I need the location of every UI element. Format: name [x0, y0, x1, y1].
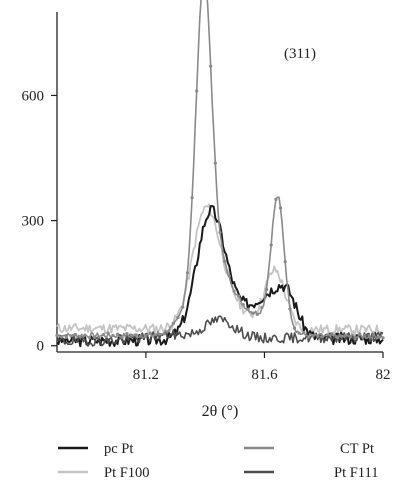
series-point — [171, 321, 176, 325]
legend-label: CT Pt — [340, 441, 374, 457]
y-tick-label: 300 — [22, 214, 45, 230]
series-point — [344, 333, 348, 337]
series-point — [367, 334, 371, 338]
series-point — [316, 334, 320, 338]
series-point — [120, 336, 124, 340]
series-point — [162, 332, 166, 336]
series-point — [372, 332, 376, 336]
legend-label: Pt F100 — [104, 465, 150, 481]
series-point — [264, 287, 269, 291]
series-point — [241, 302, 245, 307]
legend-item-pc-pt: pc Pt — [58, 441, 133, 457]
series-point — [69, 334, 73, 338]
series-point — [311, 334, 315, 338]
series-point — [339, 334, 343, 338]
series-point — [78, 335, 82, 339]
series-point — [278, 206, 283, 210]
legend-item-ct-pt: CT Pt — [244, 441, 374, 457]
series-point — [237, 294, 241, 298]
series-point — [358, 332, 362, 336]
series-point — [106, 331, 110, 335]
series-point — [297, 331, 301, 335]
series-point — [306, 335, 311, 339]
series-point — [320, 335, 325, 339]
legend-label: Pt F111 — [334, 465, 378, 481]
series-point — [74, 332, 78, 337]
series-point — [60, 335, 64, 339]
series-point — [176, 315, 180, 320]
series-point — [260, 305, 264, 310]
series-point — [330, 332, 334, 336]
series-point — [148, 331, 152, 335]
series-point — [269, 243, 273, 247]
series-point — [143, 334, 148, 338]
series-point — [83, 333, 87, 337]
series-point — [283, 260, 287, 264]
x-tick-label: 82 — [376, 367, 391, 383]
y-tick-label: 600 — [22, 88, 45, 104]
series-point — [115, 332, 120, 336]
series-point — [232, 289, 236, 293]
series-point — [97, 335, 101, 339]
series-point — [362, 334, 366, 338]
series-point — [353, 337, 357, 341]
series-point — [334, 335, 339, 339]
series-point — [195, 89, 199, 93]
series-point — [274, 197, 278, 202]
series-point — [381, 336, 385, 340]
legend-label: pc Pt — [104, 441, 133, 457]
series-point — [190, 196, 194, 200]
series-point — [348, 335, 352, 339]
series-point — [218, 230, 222, 235]
series-point — [292, 326, 297, 330]
series-point — [88, 336, 92, 340]
series-point — [153, 333, 157, 337]
series-point — [92, 335, 96, 339]
series-point — [139, 334, 143, 338]
series-point — [255, 312, 259, 316]
series-point — [376, 335, 380, 339]
x-tick-label: 81.6 — [251, 367, 278, 383]
plot-area: 81.2 81.6 82 0 300 600 (311) — [22, 0, 391, 383]
series-point — [246, 307, 250, 311]
peak-annotation: (311) — [284, 46, 316, 62]
legend: pc Pt CT Pt Pt F100 Pt F111 — [58, 441, 378, 481]
series-point — [157, 332, 162, 336]
series-point — [134, 333, 138, 337]
series-point — [181, 305, 185, 309]
series-point — [167, 329, 171, 333]
series-point — [227, 274, 231, 278]
series-point — [223, 259, 227, 263]
series-line-ct-pt — [56, 0, 384, 340]
series-point — [64, 335, 68, 340]
series-point — [288, 307, 292, 311]
y-tick-label: 0 — [37, 339, 45, 355]
series-point — [251, 311, 255, 315]
series-point — [129, 333, 134, 337]
x-tick-label: 81.2 — [133, 367, 159, 383]
series-point — [209, 64, 213, 68]
legend-item-pt-f100: Pt F100 — [58, 465, 150, 481]
series-point — [55, 333, 59, 337]
series-point — [213, 161, 217, 165]
series-point — [111, 333, 115, 337]
series-point — [101, 333, 106, 337]
series-point — [302, 330, 306, 335]
x-axis-title: 2θ (°) — [202, 403, 239, 420]
series-point — [125, 332, 129, 336]
series-layer — [55, 0, 385, 348]
series-point — [325, 333, 329, 337]
legend-item-pt-f111: Pt F111 — [244, 465, 378, 481]
tick-layer: 81.2 81.6 82 0 300 600 — [22, 88, 391, 383]
series-line-pt-f100 — [56, 203, 384, 336]
series-point — [185, 271, 189, 275]
